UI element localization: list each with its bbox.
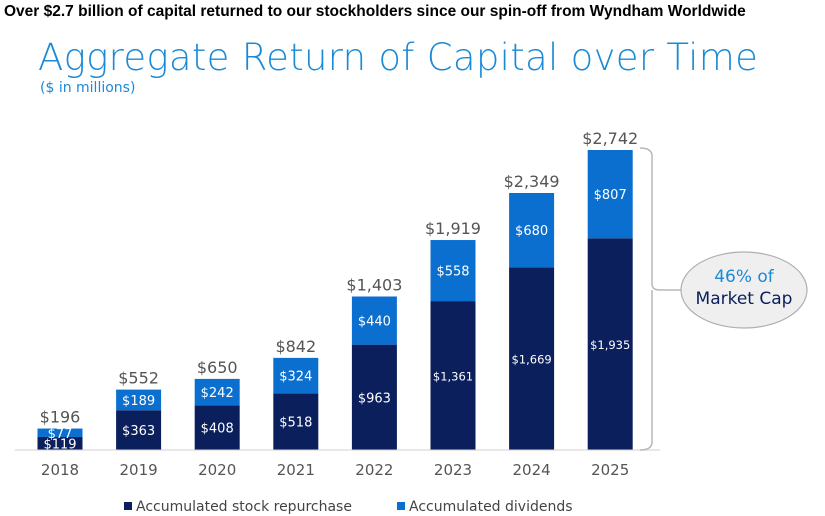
data-label-repurchase-2022: $963 — [358, 391, 391, 406]
total-label-2019: $552 — [118, 369, 159, 388]
bar-dividends-2022 — [351, 296, 397, 345]
callout-line2: Market Cap — [696, 289, 793, 309]
data-label-repurchase-2024: $1,669 — [511, 353, 551, 367]
bracket — [639, 147, 683, 451]
x-tick-2024: 2024 — [513, 461, 551, 479]
bar-dividends-2020 — [194, 378, 240, 406]
legend-label-repurchase: Accumulated stock repurchase — [136, 499, 352, 515]
x-tick-2021: 2021 — [277, 461, 315, 479]
bar-repurchase-2019 — [116, 410, 162, 450]
x-tick-2019: 2019 — [120, 461, 158, 479]
x-tick-2023: 2023 — [434, 461, 472, 479]
bar-dividends-2023 — [430, 240, 476, 302]
bar-dividends-2018 — [37, 428, 83, 437]
legend: Accumulated stock repurchase Accumulated… — [124, 499, 573, 515]
chart-title: Aggregate Return of Capital over Time — [38, 36, 759, 79]
bar-repurchase-2020 — [194, 405, 240, 450]
data-label-dividends-2022: $440 — [358, 315, 391, 330]
total-label-2022: $1,403 — [346, 275, 402, 294]
data-label-repurchase-2021: $518 — [279, 416, 312, 431]
headline: Over $2.7 billion of capital returned to… — [4, 3, 746, 20]
data-label-repurchase-2025: $1,935 — [590, 338, 630, 352]
bar-repurchase-2023 — [430, 301, 476, 450]
total-label-2021: $842 — [275, 337, 316, 356]
data-label-dividends-2021: $324 — [279, 370, 312, 385]
bar-repurchase-2018 — [37, 436, 83, 450]
chart-subtitle: ($ in millions) — [40, 80, 136, 96]
bar-dividends-2019 — [116, 389, 162, 411]
data-label-dividends-2020: $242 — [201, 386, 234, 401]
data-label-dividends-2024: $680 — [515, 224, 548, 239]
total-label-2020: $650 — [197, 358, 238, 377]
x-tick-2022: 2022 — [355, 461, 393, 479]
data-label-repurchase-2020: $408 — [201, 422, 234, 437]
bar-repurchase-2022 — [351, 344, 397, 450]
total-label-2018: $196 — [40, 408, 81, 427]
bar-repurchase-2024 — [509, 267, 555, 450]
bar-repurchase-2021 — [273, 393, 319, 450]
data-label-dividends-2018: $77 — [48, 427, 73, 442]
x-tick-2025: 2025 — [591, 461, 629, 479]
bar-dividends-2025 — [587, 150, 633, 239]
bar-repurchase-2025 — [587, 238, 633, 450]
market-cap-callout: 46% of Market Cap — [680, 251, 808, 329]
total-label-2023: $1,919 — [425, 219, 481, 238]
x-tick-2020: 2020 — [198, 461, 236, 479]
callout-line1: 46% of — [714, 267, 775, 287]
legend-label-dividends: Accumulated dividends — [409, 499, 573, 515]
data-label-repurchase-2018: $119 — [43, 437, 76, 452]
bar-dividends-2021 — [273, 357, 319, 394]
data-label-dividends-2019: $189 — [122, 394, 155, 409]
data-label-repurchase-2023: $1,361 — [433, 370, 473, 384]
data-label-dividends-2023: $558 — [436, 265, 469, 280]
callout-bubble — [680, 251, 808, 329]
bar-dividends-2024 — [509, 192, 555, 268]
legend-swatch-dividends — [397, 502, 405, 510]
data-label-dividends-2025: $807 — [594, 188, 627, 203]
x-tick-2018: 2018 — [41, 461, 79, 479]
total-label-2024: $2,349 — [504, 172, 560, 191]
legend-swatch-repurchase — [124, 502, 132, 510]
total-label-2025: $2,742 — [582, 129, 638, 148]
data-label-repurchase-2019: $363 — [122, 424, 155, 439]
